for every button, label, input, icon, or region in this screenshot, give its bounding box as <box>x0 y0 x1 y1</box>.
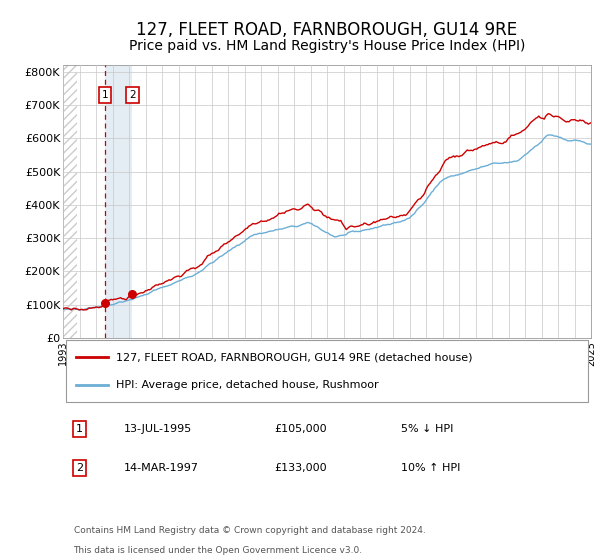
Text: £105,000: £105,000 <box>274 424 327 434</box>
Text: 127, FLEET ROAD, FARNBOROUGH, GU14 9RE: 127, FLEET ROAD, FARNBOROUGH, GU14 9RE <box>136 21 518 39</box>
Text: 14-MAR-1997: 14-MAR-1997 <box>124 463 199 473</box>
FancyBboxPatch shape <box>65 340 589 402</box>
Text: 2: 2 <box>76 463 83 473</box>
Text: 5% ↓ HPI: 5% ↓ HPI <box>401 424 453 434</box>
Text: HPI: Average price, detached house, Rushmoor: HPI: Average price, detached house, Rush… <box>116 380 379 390</box>
Text: Contains HM Land Registry data © Crown copyright and database right 2024.: Contains HM Land Registry data © Crown c… <box>74 525 425 535</box>
Text: Price paid vs. HM Land Registry's House Price Index (HPI): Price paid vs. HM Land Registry's House … <box>129 39 525 53</box>
Bar <box>105 65 133 338</box>
Text: 2: 2 <box>129 90 136 100</box>
Text: 1: 1 <box>101 90 108 100</box>
Text: 127, FLEET ROAD, FARNBOROUGH, GU14 9RE (detached house): 127, FLEET ROAD, FARNBOROUGH, GU14 9RE (… <box>116 352 472 362</box>
Text: £133,000: £133,000 <box>274 463 327 473</box>
Text: 10% ↑ HPI: 10% ↑ HPI <box>401 463 460 473</box>
Text: This data is licensed under the Open Government Licence v3.0.: This data is licensed under the Open Gov… <box>74 546 362 555</box>
Text: 1: 1 <box>76 424 83 434</box>
Text: 13-JUL-1995: 13-JUL-1995 <box>124 424 192 434</box>
